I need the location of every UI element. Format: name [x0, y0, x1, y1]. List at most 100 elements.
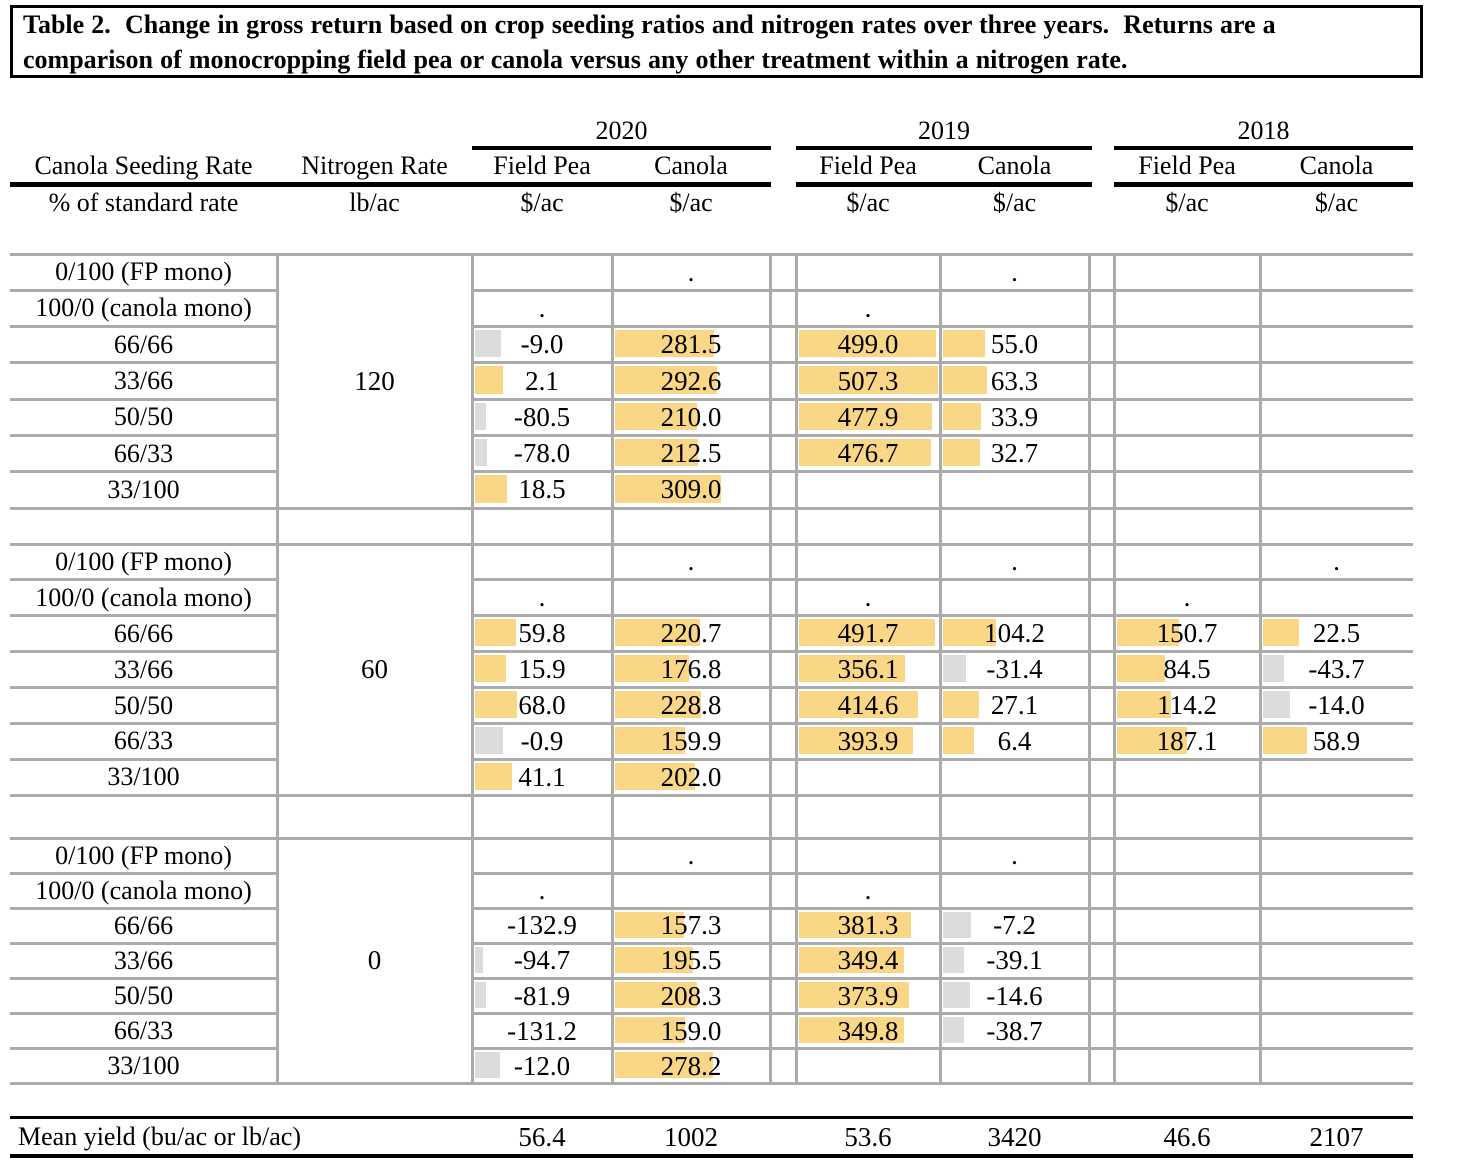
- data-cell: 212.5: [612, 436, 770, 472]
- data-cell: [1114, 908, 1260, 943]
- positive-data-bar: [615, 619, 700, 647]
- gridline-vertical: [938, 253, 942, 1085]
- gridline-horizontal: [10, 361, 277, 365]
- data-cell: 373.9: [796, 979, 940, 1014]
- data-cell-value: 2.1: [525, 365, 559, 396]
- canola-unit-label-2019: $/ac: [992, 188, 1037, 217]
- data-cell: -14.0: [1260, 688, 1413, 724]
- data-cell-value: 281.5: [660, 329, 722, 360]
- data-cell-value: -94.7: [513, 945, 571, 976]
- gridline-horizontal: [472, 722, 1413, 725]
- data-cell: 58.9: [1260, 724, 1413, 760]
- data-cell: .: [1114, 580, 1260, 616]
- mean-yield-value: 53.6: [844, 1121, 892, 1152]
- positive-data-bar: [799, 911, 911, 938]
- seeding-rate-label: 66/33: [113, 1016, 174, 1046]
- gridline-horizontal: [472, 470, 1413, 474]
- negative-data-bar: [475, 727, 503, 754]
- data-cell: 210.0: [612, 399, 770, 435]
- gridline-horizontal: [10, 614, 277, 618]
- data-cell-value: 212.5: [660, 438, 722, 469]
- positive-data-bar: [1117, 691, 1172, 718]
- data-cell: 114.2: [1114, 688, 1260, 724]
- negative-data-bar: [475, 1052, 501, 1079]
- gridline-horizontal: [10, 686, 277, 690]
- gridline-horizontal: [472, 361, 1413, 365]
- data-cell: 507.3: [796, 363, 940, 399]
- data-cell-value: 58.9: [1312, 725, 1361, 756]
- data-cell: 220.7: [612, 616, 770, 652]
- data-cell: -38.7: [940, 1014, 1089, 1049]
- data-cell: .: [796, 580, 940, 616]
- data-cell: [1114, 399, 1260, 435]
- data-cell: 22.5: [1260, 616, 1413, 652]
- table-caption-box: Table 2. Change in gross return based on…: [10, 5, 1423, 78]
- data-cell: [1260, 1049, 1413, 1084]
- data-cell: 6.4: [940, 724, 1089, 760]
- gridline-horizontal: [472, 614, 1413, 618]
- mean-yield-top-rule: [10, 1116, 1413, 1119]
- nitrogen-rate-value: 120: [354, 365, 395, 396]
- data-cell-value: 6.4: [997, 725, 1032, 756]
- gridline-horizontal: [472, 578, 1413, 582]
- data-cell: [1260, 1014, 1413, 1049]
- data-cell-value: 41.1: [518, 761, 566, 792]
- seeding-rate-label: 33/100: [107, 762, 180, 792]
- positive-data-bar: [1117, 619, 1180, 647]
- positive-data-bar: [1117, 727, 1188, 754]
- negative-data-bar: [475, 946, 484, 974]
- gridline-horizontal: [10, 397, 277, 401]
- year-label-2019: 2019: [918, 116, 970, 145]
- positive-data-bar: [799, 402, 932, 430]
- data-cell-value: 349.8: [837, 1015, 899, 1046]
- seeding-rate-column-header: Canola Seeding Rate: [34, 151, 253, 180]
- seeding-rate-label: 33/66: [113, 654, 174, 684]
- seeding-rate-label: 50/50: [113, 981, 174, 1011]
- data-cell-value: 477.9: [837, 401, 899, 432]
- data-cell-value: 195.5: [660, 945, 722, 976]
- data-cell: [940, 580, 1089, 616]
- data-cell: [1260, 873, 1413, 908]
- data-cell: [1260, 290, 1413, 326]
- data-cell-value: -14.0: [1308, 690, 1365, 721]
- positive-data-bar: [799, 691, 918, 718]
- data-cell: 2.1: [472, 363, 612, 399]
- gridline-horizontal: [10, 542, 1413, 546]
- gridline-horizontal: [10, 1047, 277, 1051]
- seeding-rate-label: 33/100: [107, 474, 180, 504]
- positive-data-bar: [1263, 619, 1299, 647]
- data-cell: 32.7: [940, 436, 1089, 472]
- positive-data-bar: [943, 691, 979, 718]
- data-cell: .: [940, 838, 1089, 873]
- data-cell: 195.5: [612, 943, 770, 978]
- positive-data-bar: [615, 475, 721, 503]
- data-cell: [1114, 873, 1260, 908]
- canola-column-header-2018: Canola: [1299, 151, 1374, 180]
- data-cell: [940, 472, 1089, 508]
- data-cell-value: .: [1183, 582, 1191, 613]
- gridline-vertical: [470, 253, 474, 1085]
- field-pea-unit-label-2020: $/ac: [520, 188, 564, 217]
- data-cell: [1260, 979, 1413, 1014]
- year-label-2020: 2020: [595, 116, 648, 145]
- data-cell: [612, 873, 770, 908]
- gridline-vertical: [610, 253, 614, 1085]
- data-cell-value: .: [538, 582, 546, 613]
- data-cell-value: .: [864, 582, 872, 613]
- data-cell: .: [940, 544, 1089, 580]
- table-caption-line-2: comparison of monocropping field pea or …: [23, 44, 1128, 74]
- data-cell: [796, 472, 940, 508]
- data-cell: [1114, 759, 1260, 795]
- data-cell-value: .: [687, 840, 695, 871]
- data-cell: -0.9: [472, 724, 612, 760]
- data-cell-value: 15.9: [518, 654, 566, 685]
- positive-data-bar: [615, 762, 696, 790]
- data-cell: [796, 254, 940, 290]
- data-cell: 208.3: [612, 979, 770, 1014]
- data-cell: [612, 290, 770, 326]
- data-cell-value: 63.3: [990, 365, 1039, 396]
- data-cell: [1260, 472, 1413, 508]
- data-cell-value: 84.5: [1163, 654, 1211, 685]
- positive-data-bar: [943, 619, 997, 647]
- negative-data-bar: [1263, 655, 1284, 683]
